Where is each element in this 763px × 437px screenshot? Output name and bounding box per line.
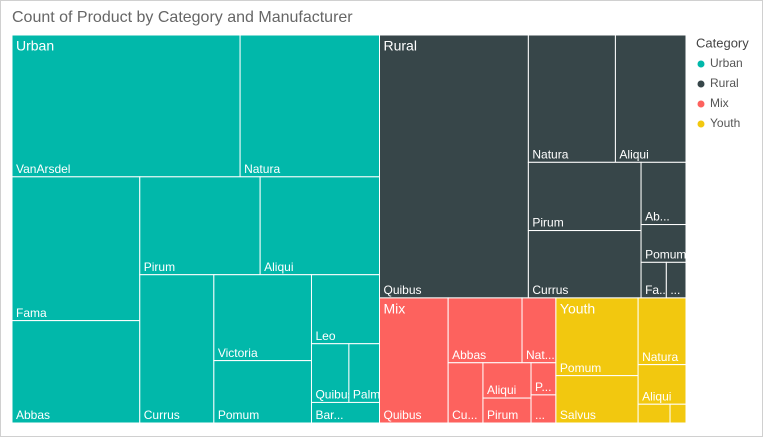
tile [11,176,141,322]
tile-label: Natura [532,148,568,162]
tile-label: Quibus [383,283,421,297]
legend-marker [697,60,705,68]
tile [527,34,616,163]
legend-marker [697,80,705,88]
legend-marker [697,100,705,108]
tile-label: Fa... [645,283,669,297]
legend-label: Mix [710,96,729,110]
tile [637,364,687,405]
tile [378,297,449,424]
tile [614,34,687,163]
legend-label: Urban [710,56,743,70]
tile-label: Currus [532,283,568,297]
tile [378,34,529,299]
tile [555,375,639,424]
tile-label: P... [535,380,551,394]
tile-label: Pomum [560,361,601,375]
tile-label: Quibus [315,388,353,402]
tile [640,161,687,226]
tile-label: Abbas [16,408,50,422]
tile-label: Nat... [526,348,555,362]
tile-label: Natura [642,350,678,364]
tile-label: Pirum [532,216,563,230]
legend-marker [697,120,705,128]
tile-label: Ab... [645,210,670,224]
legend-label: Rural [710,76,739,90]
tile [239,34,380,178]
category-label: Urban [16,38,54,54]
tile-label: Victoria [218,346,258,360]
tile-label: Pomum [218,408,259,422]
tile [530,394,557,424]
tile-label: Aliqui [619,148,648,162]
tile [213,360,312,424]
tile [213,274,312,362]
tile-label: Salvus [560,408,596,422]
tile-label: Currus [144,408,180,422]
tile [640,261,667,299]
tile [447,362,484,424]
tile [310,343,350,403]
tile [139,176,261,276]
tile-label: ... [535,408,545,422]
tile-label: Aliqui [264,260,293,274]
tile-label: Pirum [487,408,518,422]
tile-label: Pirum [144,260,175,274]
tile-label: Abbas [452,348,486,362]
tile [637,403,671,424]
tile-label: Quibus [383,408,421,422]
tile [482,397,532,424]
tile-label: VanArsdel [16,162,70,176]
chart-title: Count of Product by Category and Manufac… [12,9,353,26]
tile-label: Pomum [645,248,686,262]
tile [482,362,532,399]
tile [669,403,687,424]
tile-label: Natura [244,162,280,176]
tile-label: Palma [353,388,387,402]
tile-label: Bar... [315,408,343,422]
tile-label: Aliqui [487,383,516,397]
tile [11,320,141,424]
tile [637,297,687,366]
tile-label: Leo [315,329,335,343]
tile [527,230,642,299]
tile [527,161,642,232]
category-label: Rural [383,38,416,54]
legend-label: Youth [710,116,740,130]
category-label: Mix [383,301,405,317]
category-label: Youth [560,301,595,317]
tile [11,34,241,178]
tile [259,176,380,276]
tile [640,224,687,263]
tile-label: ... [670,283,680,297]
tile-label: Cu... [452,408,477,422]
legend-title: Category [696,35,749,50]
tile-label: Fama [16,306,47,320]
tile-label: Aliqui [642,389,671,403]
tile [139,274,215,424]
